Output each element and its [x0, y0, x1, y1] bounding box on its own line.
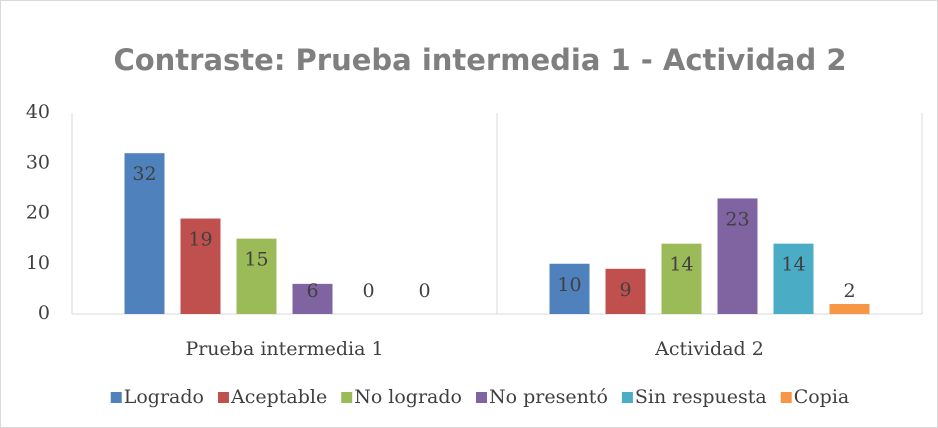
x-tick-label: Actividad 2 [654, 338, 764, 360]
bar [829, 303, 870, 314]
data-label: 14 [669, 254, 693, 276]
legend-swatch [621, 392, 633, 403]
legend-swatch [780, 392, 792, 403]
data-label: 0 [418, 280, 430, 302]
legend-label: Copia [794, 386, 850, 408]
legend-label: Aceptable [230, 386, 327, 408]
y-tick-label: 10 [26, 252, 50, 274]
data-label: 0 [362, 280, 374, 302]
legend-label: Sin respuesta [635, 386, 767, 408]
legend-swatch [217, 392, 229, 403]
y-tick-label: 20 [26, 202, 50, 224]
legend-swatch [341, 392, 353, 403]
data-label: 14 [781, 254, 805, 276]
data-label: 23 [725, 208, 749, 230]
legend-swatch [475, 392, 487, 403]
data-label: 6 [306, 280, 318, 302]
legend-label: Logrado [124, 386, 204, 408]
bar [292, 283, 333, 314]
y-tick-label: 0 [38, 302, 50, 324]
data-label: 2 [843, 280, 855, 302]
bar [717, 198, 758, 314]
bar [773, 243, 814, 314]
bar [661, 243, 702, 314]
chart-title: Contraste: Prueba intermedia 1 - Activid… [113, 43, 846, 77]
data-label: 32 [132, 163, 156, 185]
bar [180, 218, 221, 314]
legend-swatch [110, 392, 122, 403]
legend-label: No presentó [489, 386, 608, 408]
y-tick-label: 30 [26, 151, 50, 173]
bar [549, 263, 590, 314]
data-label: 19 [188, 229, 212, 251]
legend-label: No logrado [354, 386, 462, 408]
x-tick-label: Prueba intermedia 1 [185, 338, 383, 360]
data-label: 15 [244, 249, 268, 271]
data-label: 10 [557, 274, 581, 296]
data-label: 9 [619, 279, 631, 301]
bar [236, 238, 277, 314]
bar [124, 153, 165, 314]
y-tick-label: 40 [26, 101, 50, 123]
bar [605, 268, 646, 314]
